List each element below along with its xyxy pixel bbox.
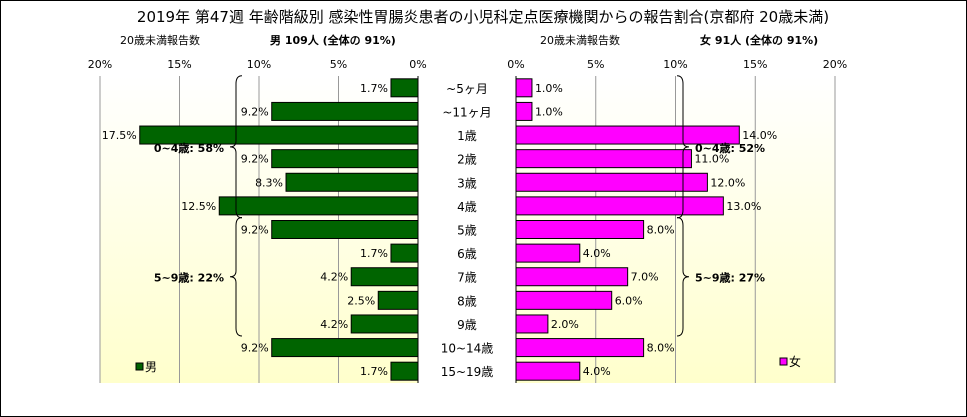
male-legend-label: 男 — [145, 360, 157, 374]
female-legend-swatch — [779, 357, 788, 366]
left-age-group-label: 0~4歳: 58% — [154, 141, 224, 155]
female-value-label: 7.0% — [631, 271, 659, 284]
male-value-label: 1.7% — [360, 82, 388, 95]
male-value-label: 4.2% — [320, 318, 348, 331]
female-bar — [515, 267, 629, 287]
left-tick-label: 15% — [167, 58, 191, 71]
right-caption: 20歳未満報告数 — [540, 34, 620, 47]
male-bar — [390, 361, 419, 381]
male-bar — [271, 338, 419, 358]
female-value-label: 4.0% — [583, 365, 611, 378]
female-value-label: 1.0% — [535, 105, 563, 118]
left-tick-label: 10% — [247, 58, 271, 71]
female-bar — [515, 314, 549, 334]
category-label: 3歳 — [457, 176, 477, 190]
female-bar — [515, 172, 708, 192]
male-bar — [139, 125, 419, 145]
female-bar — [515, 361, 581, 381]
left-tick-label: 20% — [88, 58, 112, 71]
male-value-label: 4.2% — [320, 271, 348, 284]
male-bar — [350, 267, 419, 287]
category-label: 10~14歳 — [441, 342, 494, 356]
male-legend-swatch — [135, 362, 144, 371]
female-bar — [515, 196, 724, 216]
female-legend-label: 女 — [789, 354, 801, 369]
category-label: ~11ヶ月 — [442, 105, 491, 119]
left-age-group-brace — [229, 75, 243, 219]
male-bar — [285, 172, 419, 192]
left-tick-label: 0% — [409, 58, 426, 71]
category-label: 4歳 — [457, 200, 477, 214]
male-value-label: 9.2% — [241, 224, 269, 237]
male-value-label: 9.2% — [241, 342, 269, 355]
female-value-label: 8.0% — [647, 224, 675, 237]
female-value-label: 8.0% — [647, 342, 675, 355]
female-value-label: 12.0% — [710, 176, 745, 189]
category-label: 15~19歳 — [441, 365, 494, 379]
left-tick-label: 5% — [330, 58, 347, 71]
female-bar — [515, 149, 692, 169]
female-value-label: 13.0% — [726, 200, 761, 213]
female-bar — [515, 101, 533, 121]
category-label: 1歳 — [457, 129, 477, 143]
male-bar — [350, 314, 419, 334]
category-label: 8歳 — [457, 294, 477, 308]
female-bar — [515, 220, 645, 239]
right-tick-label: 0% — [507, 58, 524, 71]
category-label: 2歳 — [457, 153, 477, 167]
female-bar — [515, 290, 613, 310]
male-bar — [271, 149, 419, 169]
female-value-label: 4.0% — [583, 247, 611, 260]
left-age-group-label: 5~9歳: 22% — [154, 271, 224, 285]
right-age-group-label: 5~9歳: 27% — [695, 271, 765, 285]
male-value-label: 12.5% — [181, 200, 216, 213]
right-tick-label: 5% — [587, 58, 604, 71]
chart-title: 2019年 第47週 年齢階級別 感染性胃腸炎患者の小児科定点医療機関からの報告… — [137, 8, 829, 26]
male-value-label: 17.5% — [102, 129, 137, 142]
male-bar — [390, 78, 419, 98]
right-header: 女 91人 (全体の 91%) — [700, 33, 818, 47]
female-value-label: 1.0% — [535, 82, 563, 95]
female-bar — [515, 78, 533, 98]
male-value-label: 2.5% — [347, 294, 375, 307]
male-bar — [271, 220, 419, 239]
left-caption: 20歳未満報告数 — [120, 34, 200, 47]
male-value-label: 9.2% — [241, 153, 269, 166]
right-age-group-brace — [676, 217, 690, 337]
left-header: 男 109人 (全体の 91%) — [270, 33, 396, 47]
category-label: 7歳 — [457, 271, 477, 285]
male-value-label: 1.7% — [360, 247, 388, 260]
female-bar — [515, 338, 645, 358]
male-bar — [271, 101, 419, 121]
female-value-label: 2.0% — [551, 318, 579, 331]
category-label: 6歳 — [457, 247, 477, 261]
right-tick-label: 10% — [663, 58, 687, 71]
category-label: 9歳 — [457, 318, 477, 332]
female-bar — [515, 243, 581, 263]
male-value-label: 8.3% — [255, 176, 283, 189]
male-value-label: 9.2% — [241, 105, 269, 118]
male-bar — [390, 243, 419, 263]
right-tick-label: 15% — [743, 58, 767, 71]
male-bar — [377, 290, 419, 310]
female-value-label: 14.0% — [742, 129, 777, 142]
female-value-label: 11.0% — [694, 153, 729, 166]
male-bar — [218, 196, 419, 216]
right-age-group-label: 0~4歳: 52% — [695, 141, 765, 155]
category-label: ~5ヶ月 — [446, 82, 488, 96]
left-age-group-brace — [229, 217, 243, 337]
male-value-label: 1.7% — [360, 365, 388, 378]
category-label: 5歳 — [457, 224, 477, 238]
female-value-label: 6.0% — [615, 294, 643, 307]
right-tick-label: 20% — [823, 58, 847, 71]
right-age-group-brace — [676, 75, 690, 219]
